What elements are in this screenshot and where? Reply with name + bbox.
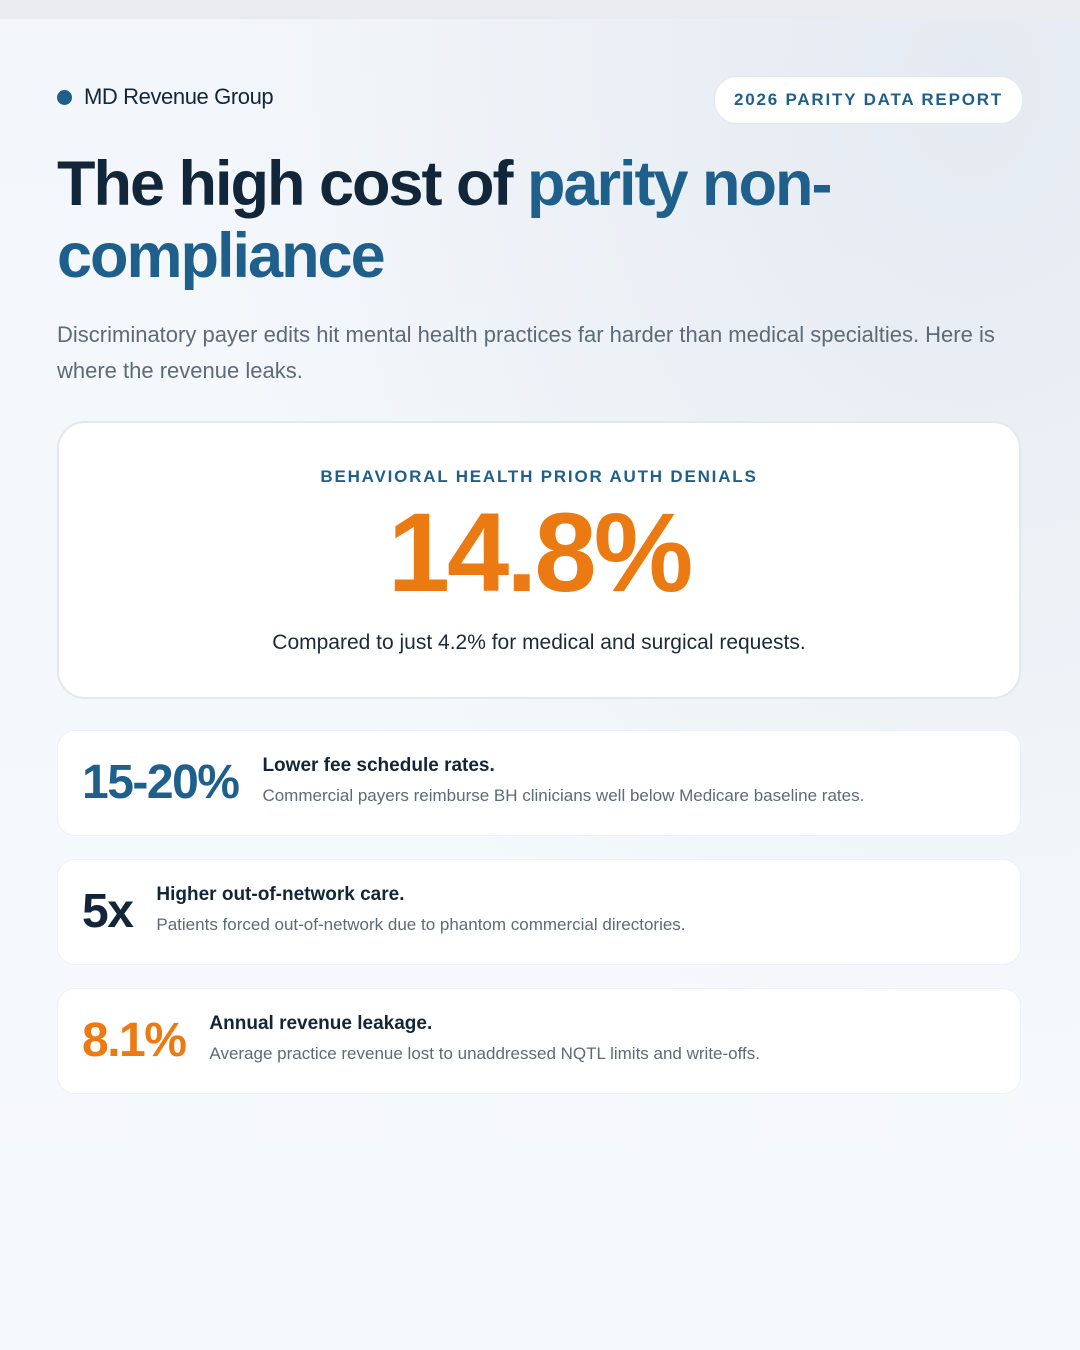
- stat-card-revenue-leakage: 8.1% Annual revenue leakage. Average pra…: [57, 988, 1021, 1094]
- stat-title: Lower fee schedule rates.: [262, 754, 495, 776]
- stat-title: Annual revenue leakage.: [209, 1012, 433, 1034]
- stat-description: Commercial payers reimburse BH clinician…: [262, 785, 865, 805]
- brand-name: MD Revenue Group: [84, 84, 274, 109]
- report-badge: 2026 PARITY DATA REPORT: [713, 76, 1023, 124]
- brand: MD Revenue Group: [57, 84, 274, 110]
- stat-value: 15-20%: [82, 756, 240, 809]
- hero-stat-note: Compared to just 4.2% for medical and su…: [272, 631, 806, 654]
- hero-stat-label: BEHAVIORAL HEALTH PRIOR AUTH DENIALS: [320, 467, 758, 486]
- stat-description: Patients forced out-of-network due to ph…: [156, 914, 686, 934]
- stat-description: Average practice revenue lost to unaddre…: [209, 1043, 760, 1063]
- hero-stat-card: BEHAVIORAL HEALTH PRIOR AUTH DENIALS 14.…: [57, 421, 1021, 699]
- hero-stat-value: 14.8%: [387, 490, 694, 615]
- stat-text: Lower fee schedule rates. Commercial pay…: [262, 755, 864, 806]
- title-part-accent: parity non-compliance: [57, 149, 832, 291]
- stat-text: Higher out-of-network care. Patients for…: [156, 884, 685, 935]
- stat-value: 8.1%: [82, 1014, 187, 1067]
- stat-card-fee-schedule: 15-20% Lower fee schedule rates. Commerc…: [57, 730, 1021, 836]
- stat-text: Annual revenue leakage. Average practice…: [209, 1013, 760, 1064]
- brand-dot-icon: [57, 89, 72, 105]
- stat-value: 5x: [82, 885, 134, 938]
- stat-card-out-of-network: 5x Higher out-of-network care. Patients …: [57, 859, 1021, 965]
- title-part-primary: The high cost of: [57, 149, 527, 219]
- stat-title: Higher out-of-network care.: [156, 883, 405, 905]
- page-subtitle: Discriminatory payer edits hit mental he…: [57, 322, 995, 383]
- page-title: The high cost of parity non-compliance: [57, 148, 957, 292]
